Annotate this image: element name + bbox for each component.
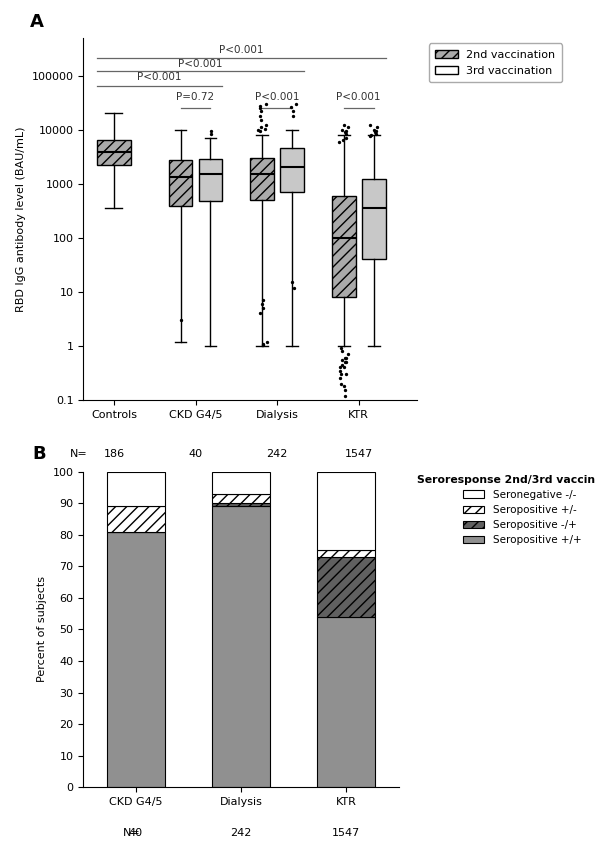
PathPatch shape (168, 160, 192, 206)
Text: 1547: 1547 (332, 829, 360, 839)
Bar (317, 472, 375, 551)
Text: A: A (30, 13, 44, 31)
Bar (317, 551, 375, 557)
Text: P<0.001: P<0.001 (178, 59, 223, 69)
Text: N=: N= (70, 449, 87, 459)
Text: P<0.001: P<0.001 (336, 93, 381, 103)
Bar (212, 503, 270, 506)
Text: 40: 40 (129, 829, 143, 839)
Text: 242: 242 (230, 829, 252, 839)
Text: 242: 242 (267, 449, 288, 459)
Text: 1547: 1547 (345, 449, 373, 459)
Y-axis label: RBD IgG antibody level (BAU/mL): RBD IgG antibody level (BAU/mL) (16, 126, 26, 312)
Text: P<0.001: P<0.001 (137, 72, 182, 83)
PathPatch shape (332, 195, 356, 297)
Text: P=0.72: P=0.72 (177, 93, 215, 103)
Legend: 2nd vaccination, 3rd vaccination: 2nd vaccination, 3rd vaccination (429, 44, 562, 83)
Text: 186: 186 (104, 449, 124, 459)
Text: N=: N= (123, 829, 141, 839)
Bar (212, 506, 270, 787)
PathPatch shape (199, 159, 223, 201)
Bar (317, 557, 375, 616)
PathPatch shape (362, 179, 386, 259)
Bar (212, 493, 270, 503)
Bar (317, 616, 375, 787)
Legend: Seronegative -/-, Seropositive +/-, Seropositive -/+, Seropositive +/+: Seronegative -/-, Seropositive +/-, Sero… (414, 471, 595, 550)
Y-axis label: Percent of subjects: Percent of subjects (37, 577, 47, 682)
Bar (107, 531, 165, 787)
PathPatch shape (97, 140, 131, 165)
Bar (107, 506, 165, 531)
PathPatch shape (280, 148, 304, 192)
Text: B: B (33, 445, 46, 463)
Bar (212, 472, 270, 493)
Text: P<0.001: P<0.001 (219, 45, 264, 55)
Bar (107, 472, 165, 506)
PathPatch shape (250, 158, 274, 200)
Text: P<0.001: P<0.001 (255, 93, 299, 103)
Text: 40: 40 (189, 449, 202, 459)
